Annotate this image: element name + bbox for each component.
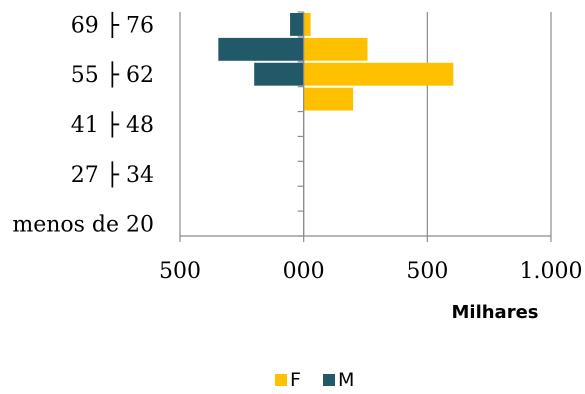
bar-f-7 — [303, 37, 368, 61]
x-tick-label-2: 500 — [406, 259, 448, 284]
category-label-6: 55 ├ 62 — [71, 61, 154, 88]
axes — [179, 11, 552, 242]
category-label-0: menos de 20 — [12, 213, 154, 238]
category-label-8: 69 ├ 76 — [71, 11, 154, 38]
legend-label-m: M — [338, 369, 354, 391]
x-tick-label-0: 500 — [159, 259, 201, 284]
bar-m-8 — [290, 13, 304, 36]
category-label-4: 41 ├ 48 — [71, 111, 154, 138]
labels: menos de 20 27 ├ 34 41 ├ 48 55 ├ 62 69 ├ 76 5… — [12, 11, 582, 323]
x-axis-title: Milhares — [451, 302, 538, 323]
legend-swatch-m — [323, 374, 335, 386]
bar-m-6 — [254, 62, 304, 86]
bar-f-5 — [303, 87, 354, 111]
category-label-2: 27 ├ 34 — [71, 161, 154, 188]
bar-m-7 — [218, 37, 304, 61]
bars — [218, 13, 454, 111]
legend-label-f: F — [290, 369, 301, 391]
bar-f-8 — [303, 13, 311, 36]
bar-f-6 — [303, 62, 454, 86]
legend-swatch-f — [275, 374, 287, 386]
x-tick-label-1: 000 — [283, 259, 325, 284]
x-tick-label-3: 1.000 — [520, 259, 583, 284]
